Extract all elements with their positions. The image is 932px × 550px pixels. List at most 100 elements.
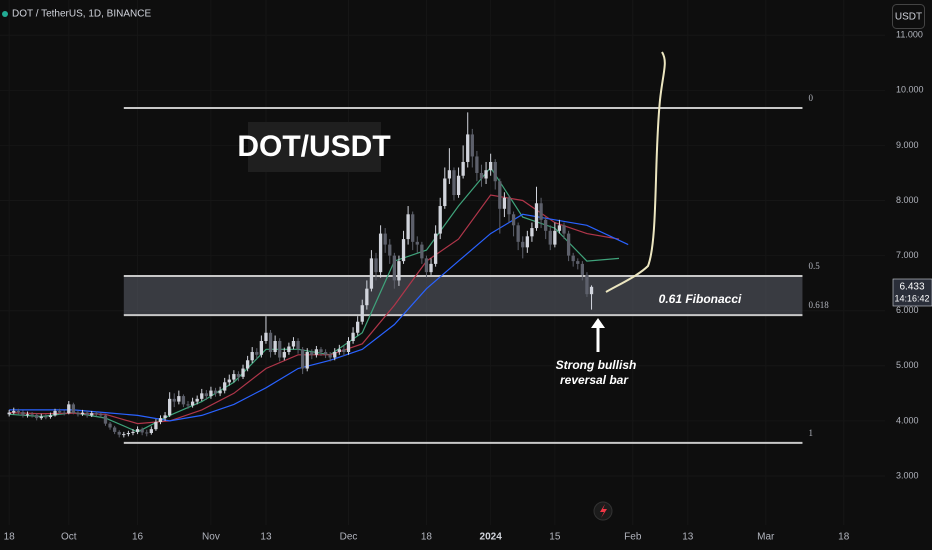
currency-button[interactable] [892,4,925,29]
candle-body [351,332,355,342]
candle-body [470,134,474,157]
candle-body [356,321,360,333]
candle-body [456,175,461,196]
candle-body [245,360,250,369]
y-tick-label: 7.000 [896,250,919,260]
candle-body [397,261,401,281]
candle-body [264,332,268,342]
candle-body [475,156,479,173]
candle-body [154,421,158,430]
candle-body [548,230,552,245]
reversal-note: Strong bullish [556,358,637,372]
x-tick-label: Feb [624,532,642,543]
grid [0,0,885,525]
candle-body [7,412,11,415]
candle-body [461,161,465,176]
x-tick-label: 18 [421,532,433,543]
y-tick-label: 6.000 [896,305,919,315]
candle-body [323,352,328,355]
x-tick-label: 18 [838,532,850,543]
candle-body [378,233,383,273]
candle-body [447,170,452,179]
candle-body [112,427,117,432]
candle-body [369,258,374,289]
x-tick-label: Dec [340,532,358,543]
candle-body [365,288,369,306]
candle-body [328,354,332,358]
y-tick-label: 11.000 [896,30,923,40]
candle-body [232,374,236,380]
projection-curve [605,51,666,293]
fib-label: 0 [808,93,813,103]
ma-line [9,194,620,425]
candle-body [190,401,195,406]
last-price: 6.433 [899,282,924,293]
candle-body [530,228,534,237]
candle-body [149,429,153,434]
candle-body [250,352,254,361]
symbol-header: DOT / TetherUS, 1D, BINANCE [12,9,151,20]
candle-body [319,349,323,353]
candle-body [255,352,259,355]
candle-body [163,415,167,419]
candle-body [287,346,291,353]
y-tick-label: 10.000 [896,85,924,95]
candle-body [429,263,433,273]
candle-body [406,214,410,240]
candle-body [388,244,392,256]
candle-body [585,274,589,295]
candle-body [300,349,305,369]
candle-body [85,412,89,416]
y-tick-label: 4.000 [896,415,919,425]
candle-body [117,431,121,435]
candle-body [479,172,484,179]
candle-body [99,414,103,416]
candle-body [401,239,406,262]
ma-line [9,213,629,422]
candle-body [131,431,135,434]
y-tick-label: 3.000 [896,470,919,480]
candle-body [346,341,351,353]
candle-body [580,263,585,275]
fib-annotation: 0.61 Fibonacci [659,292,742,306]
candle-body [168,398,172,416]
candle-body [337,349,341,353]
candle-body [278,341,282,358]
price-box [892,278,932,307]
candle-body [227,379,231,383]
candle-body [172,398,176,402]
fib-label: 0.5 [808,261,820,271]
candle-body [80,412,85,415]
candle-body [360,305,364,322]
candle-body [525,236,529,248]
candle-body [305,352,309,369]
fib-label: 0.618 [808,300,829,310]
moving-averages [9,166,629,433]
x-tick-label: 13 [260,532,272,543]
candle-body [553,230,557,245]
countdown: 14:16:42 [894,293,929,303]
candle-body [39,416,43,419]
candle-body [209,390,213,397]
x-tick-label: 15 [549,532,561,543]
candle-body [35,414,39,419]
candle-body [516,225,520,242]
candle-body [420,244,424,259]
candle-body [122,434,126,436]
lightning [600,504,607,518]
candle-body [424,258,429,273]
x-tick-label: 16 [132,532,144,543]
candle-body [566,233,571,256]
candle-body [484,170,488,179]
candle-body [589,286,594,295]
fib-label: 1 [808,428,813,438]
candle-body [273,341,277,353]
candle-body [493,161,497,182]
candle-body [181,396,186,405]
candle-body [236,374,241,377]
candle-body [21,412,25,416]
candle-body [218,390,222,394]
currency-label[interactable]: USDT [895,12,922,23]
candle-body [502,197,507,209]
